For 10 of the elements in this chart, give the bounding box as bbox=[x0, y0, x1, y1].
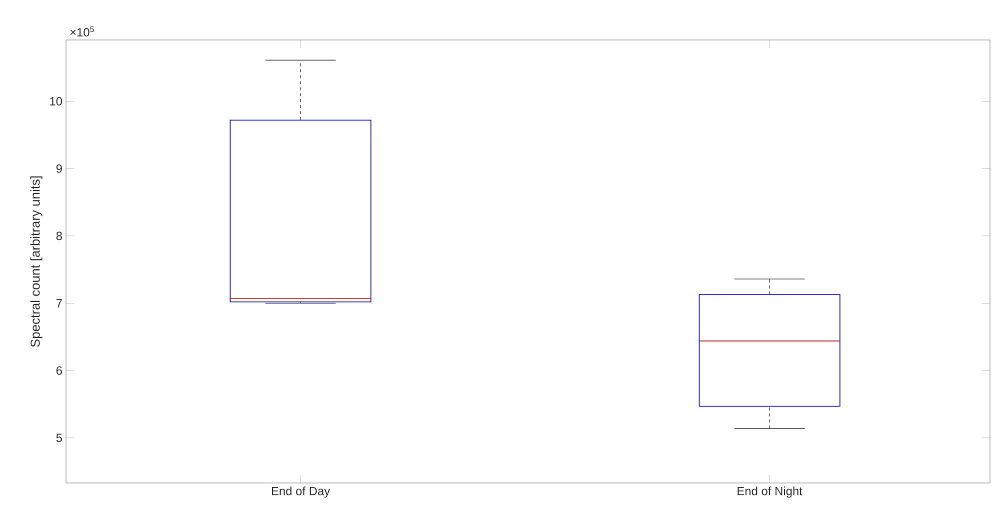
y-tick-label: 9 bbox=[56, 164, 62, 173]
x-tick-label: End of Day bbox=[272, 486, 330, 498]
y-tick-label: 7 bbox=[56, 299, 62, 308]
y-tick-label: 10 bbox=[50, 97, 62, 106]
y-tick-label: 8 bbox=[56, 232, 62, 240]
text: ×10$^{5}$ bbox=[70, 26, 94, 36]
y-tick-label: 5 bbox=[56, 434, 62, 442]
y-tick-label: 6 bbox=[56, 366, 62, 375]
x-tick-label: End of Night bbox=[738, 486, 802, 498]
y-axis-title: Spectral count [arbitrary units] bbox=[30, 176, 42, 347]
